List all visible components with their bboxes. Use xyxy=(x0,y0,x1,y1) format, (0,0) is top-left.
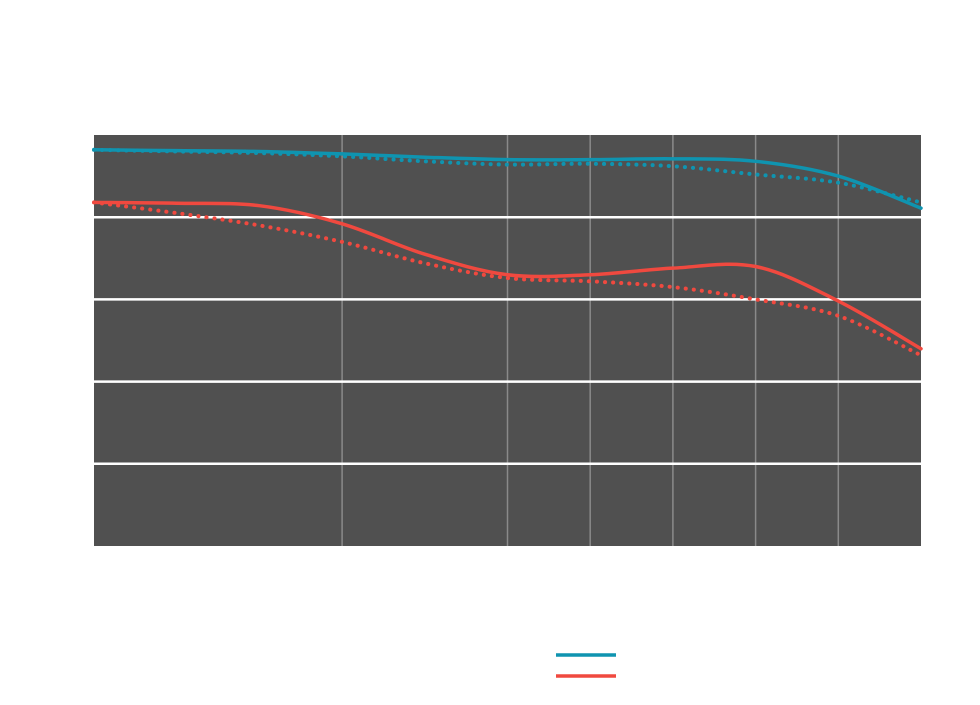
series-lines xyxy=(92,147,923,358)
series-line-2-dotted xyxy=(92,147,923,205)
legend xyxy=(556,653,616,678)
series-line-1-solid xyxy=(92,148,923,210)
series-line-3-solid xyxy=(92,200,923,351)
grid-lines xyxy=(94,135,921,546)
series-line-4-dotted xyxy=(92,200,923,358)
